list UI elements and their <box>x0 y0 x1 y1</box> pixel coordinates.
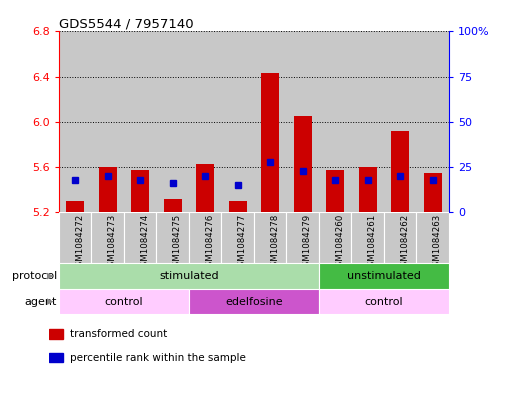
Text: GSM1084260: GSM1084260 <box>335 214 344 272</box>
Bar <box>124 31 156 212</box>
Bar <box>91 212 124 263</box>
Bar <box>384 31 417 212</box>
Bar <box>59 289 189 314</box>
Bar <box>196 163 214 212</box>
Bar <box>319 31 351 212</box>
Text: GSM1084263: GSM1084263 <box>432 214 442 272</box>
Text: unstimulated: unstimulated <box>347 271 421 281</box>
Text: GSM1084273: GSM1084273 <box>108 214 117 272</box>
Bar <box>99 167 116 212</box>
Bar <box>59 263 319 289</box>
Bar <box>254 31 286 212</box>
Bar <box>319 212 351 263</box>
Bar <box>189 31 222 212</box>
Text: control: control <box>105 297 143 307</box>
Text: GSM1084275: GSM1084275 <box>173 214 182 272</box>
Text: GSM1084279: GSM1084279 <box>303 214 312 272</box>
Bar <box>229 201 247 212</box>
Bar <box>131 171 149 212</box>
Text: GSM1084262: GSM1084262 <box>400 214 409 272</box>
Bar <box>351 31 384 212</box>
Text: transformed count: transformed count <box>70 329 168 339</box>
Text: percentile rank within the sample: percentile rank within the sample <box>70 353 246 363</box>
Bar <box>156 212 189 263</box>
Bar <box>59 212 91 263</box>
Bar <box>319 263 449 289</box>
Bar <box>222 31 254 212</box>
Text: GSM1084261: GSM1084261 <box>368 214 377 272</box>
Bar <box>286 31 319 212</box>
Bar <box>189 289 319 314</box>
Text: stimulated: stimulated <box>159 271 219 281</box>
Bar <box>49 353 63 362</box>
Bar <box>164 199 182 212</box>
Bar <box>359 167 377 212</box>
Bar <box>286 212 319 263</box>
Bar <box>424 173 442 212</box>
Bar <box>254 212 286 263</box>
Text: GSM1084276: GSM1084276 <box>205 214 214 272</box>
Bar <box>326 171 344 212</box>
Text: agent: agent <box>25 297 57 307</box>
Bar <box>189 212 222 263</box>
Bar <box>384 212 417 263</box>
Bar <box>351 212 384 263</box>
Bar <box>319 289 449 314</box>
Text: edelfosine: edelfosine <box>225 297 283 307</box>
Text: GSM1084272: GSM1084272 <box>75 214 84 272</box>
Bar <box>66 201 84 212</box>
Bar <box>156 31 189 212</box>
Bar <box>222 212 254 263</box>
Bar <box>59 31 91 212</box>
Bar <box>417 31 449 212</box>
Bar <box>124 212 156 263</box>
Text: GDS5544 / 7957140: GDS5544 / 7957140 <box>59 17 193 30</box>
Text: protocol: protocol <box>12 271 57 281</box>
Bar <box>391 131 409 212</box>
Text: GSM1084277: GSM1084277 <box>238 214 247 272</box>
Text: control: control <box>365 297 403 307</box>
Bar <box>261 73 279 212</box>
Text: GSM1084274: GSM1084274 <box>140 214 149 272</box>
Bar <box>417 212 449 263</box>
Bar <box>294 116 311 212</box>
Bar <box>91 31 124 212</box>
Text: GSM1084278: GSM1084278 <box>270 214 279 272</box>
Bar <box>49 329 63 339</box>
